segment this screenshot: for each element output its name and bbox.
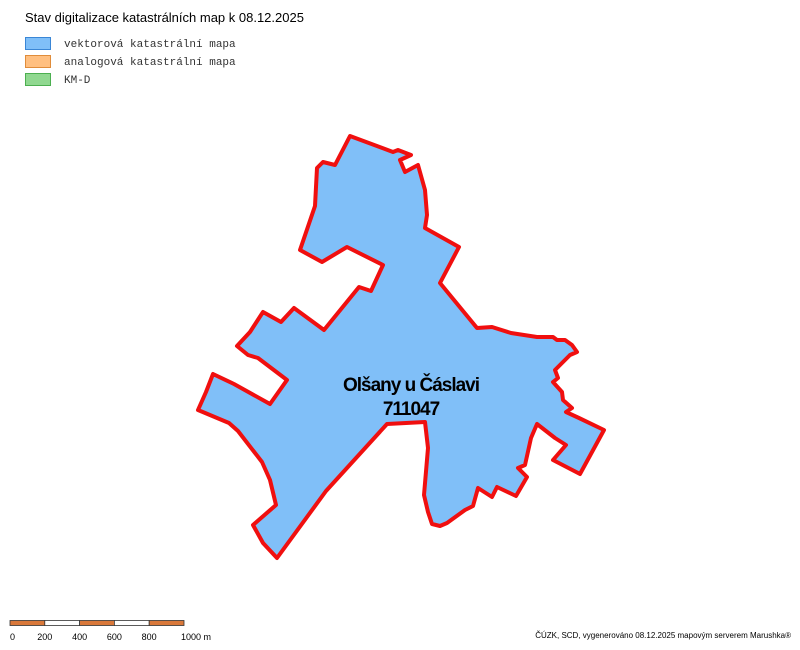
legend-label: analogová katastrální mapa bbox=[64, 57, 236, 69]
scale-bar: 0 200 400 600 800 1000 m bbox=[9, 620, 211, 642]
scale-segment bbox=[79, 620, 115, 626]
legend-label: vektorová katastrální mapa bbox=[64, 39, 236, 51]
scale-label: 400 bbox=[72, 632, 87, 642]
scale-label: 1000 m bbox=[181, 632, 211, 642]
footer: ČÚZK, SCD, vygenerováno 08.12.2025 mapov… bbox=[535, 631, 791, 640]
legend-label: KM-D bbox=[64, 75, 91, 87]
scale-label: 800 bbox=[142, 632, 157, 642]
scale-segment bbox=[9, 620, 46, 626]
scale-segment bbox=[148, 620, 185, 626]
area-name: Olšany u Čáslavi bbox=[343, 374, 479, 396]
scale-label: 200 bbox=[37, 632, 52, 642]
map-title: Stav digitalizace katastrálních map k 08… bbox=[25, 10, 304, 25]
scale-segment bbox=[114, 620, 150, 626]
legend: vektorová katastrální mapa analogová kata… bbox=[25, 37, 236, 87]
scale-segment bbox=[44, 620, 80, 626]
legend-swatch bbox=[25, 37, 51, 50]
cadastral-area bbox=[196, 134, 606, 560]
scale-label: 0 bbox=[10, 632, 15, 642]
area-code: 711047 bbox=[383, 399, 440, 420]
legend-swatch bbox=[25, 55, 51, 68]
scale-label: 600 bbox=[107, 632, 122, 642]
legend-swatch bbox=[25, 73, 51, 86]
